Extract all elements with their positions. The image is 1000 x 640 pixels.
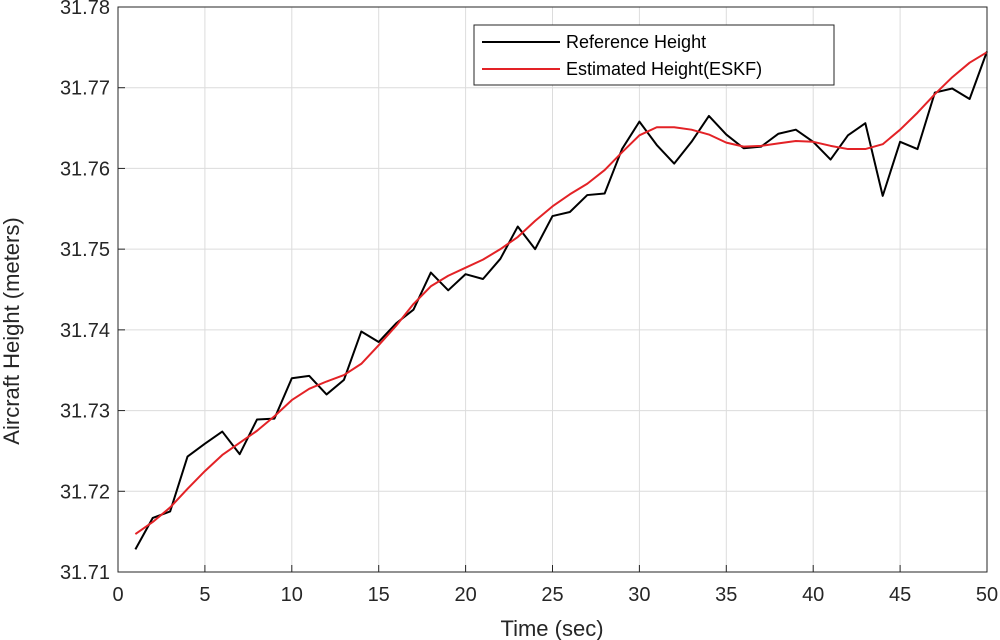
y-tick-label: 31.76	[60, 158, 110, 180]
legend-label-estimated-height: Estimated Height(ESKF)	[566, 59, 762, 79]
x-tick-label: 30	[628, 584, 650, 606]
x-tick-label: 5	[199, 584, 210, 606]
estimated-height-line	[134, 51, 988, 535]
legend-label-reference-height: Reference Height	[566, 32, 706, 52]
x-tick-label: 50	[976, 584, 998, 606]
x-tick-label: 20	[454, 584, 476, 606]
x-tick-label: 25	[541, 584, 563, 606]
y-axis-ticks: 31.71 31.72 31.73 31.74 31.75 31.76 31.77 31.78	[60, 0, 125, 584]
y-tick-label: 31.74	[60, 320, 110, 342]
y-tick-label: 31.75	[60, 239, 110, 261]
x-tick-label: 10	[281, 584, 303, 606]
legend-box	[473, 24, 835, 86]
y-tick-label: 31.77	[60, 78, 110, 100]
reference-height-line	[134, 51, 988, 550]
x-tick-label: 45	[889, 584, 911, 606]
x-tick-label: 35	[715, 584, 737, 606]
series-layer	[134, 51, 988, 550]
x-tick-label: 15	[368, 584, 390, 606]
legend: Reference Height Estimated Height(ESKF)	[473, 24, 835, 86]
x-tick-label: 0	[112, 584, 123, 606]
y-tick-label: 31.78	[60, 0, 110, 19]
x-tick-label: 40	[802, 584, 824, 606]
y-tick-label: 31.72	[60, 481, 110, 503]
x-axis-label: Time (sec)	[500, 616, 603, 640]
y-axis-label: Aircraft Height (meters)	[0, 217, 24, 444]
y-tick-label: 31.73	[60, 401, 110, 423]
y-tick-label: 31.71	[60, 562, 110, 584]
x-axis-ticks: 0 5 10 15 20 25 30 35 40 45 50	[112, 565, 998, 606]
grid	[117, 6, 988, 573]
